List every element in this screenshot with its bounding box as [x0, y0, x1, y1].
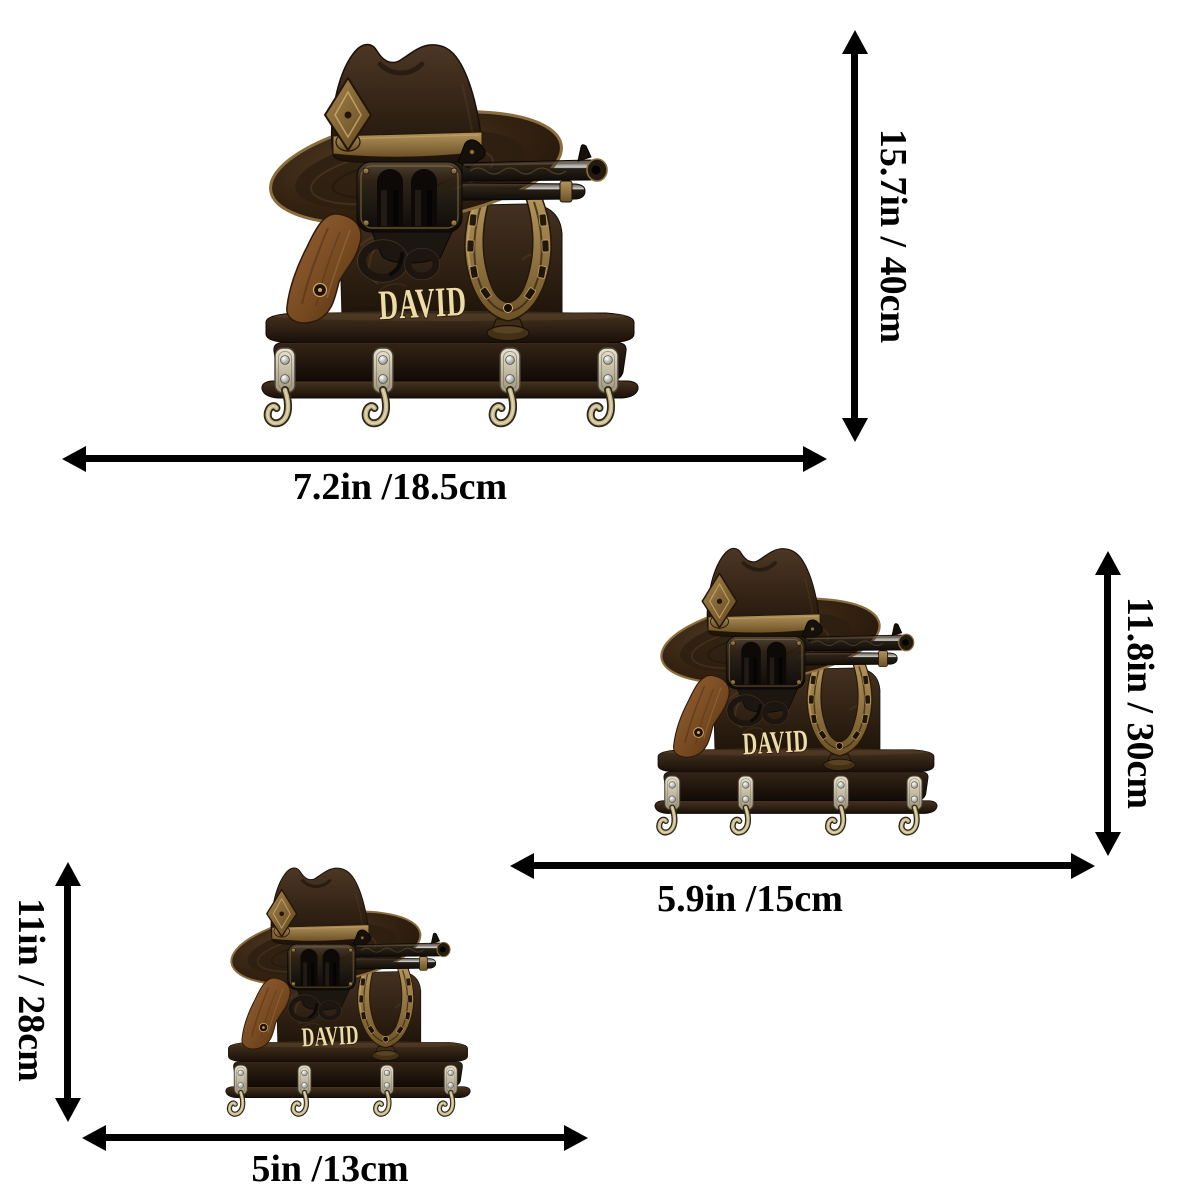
width-label-medium: 5.9in /15cm — [657, 878, 843, 920]
height-arrow-medium — [1104, 575, 1111, 832]
width-arrow-large — [86, 455, 803, 462]
keyholder-image-medium — [631, 530, 961, 860]
height-label-small: 11in / 28cm — [10, 898, 52, 1082]
width-label-large: 7.2in /18.5cm — [292, 466, 508, 508]
keyholder-image-large — [230, 20, 670, 460]
width-label-small: 5in /13cm — [251, 1148, 409, 1190]
height-arrow-small — [64, 886, 71, 1098]
width-arrow-small — [106, 1134, 564, 1141]
height-label-medium: 11.8in / 30cm — [1119, 596, 1161, 810]
keyholder-image-small — [205, 852, 491, 1138]
height-label-large: 15.7in / 40cm — [872, 128, 914, 344]
width-arrow-medium — [534, 862, 1071, 869]
height-arrow-large — [851, 54, 858, 418]
